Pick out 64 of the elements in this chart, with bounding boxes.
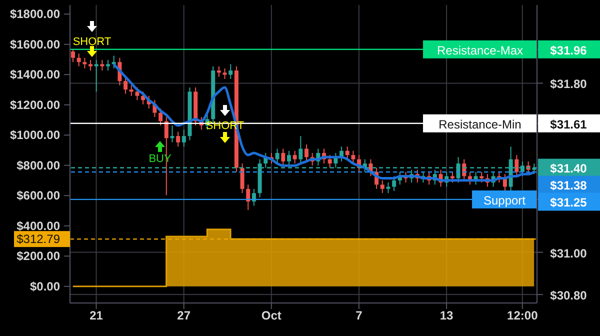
candlestick (345, 146, 350, 160)
candlestick (281, 148, 286, 166)
x-tick-label: Oct (261, 308, 282, 323)
candlestick (135, 86, 140, 101)
candlestick (228, 64, 233, 80)
candlestick (216, 66, 221, 78)
candlestick (246, 184, 250, 211)
ref-line-label: $31.40 (550, 162, 588, 176)
candlestick (514, 154, 519, 177)
candlestick (71, 48, 75, 63)
x-tick-label: 12:00 (507, 308, 538, 323)
ref-line-label: $31.38 (550, 178, 588, 193)
candlestick (304, 144, 308, 162)
candlestick (176, 131, 180, 148)
y-tick-label: $200.00 (16, 249, 60, 264)
candlestick (94, 59, 98, 92)
candlestick (240, 163, 244, 194)
candlestick (292, 150, 297, 164)
candlestick (286, 150, 291, 166)
ref-line-label: Resistance-Max (436, 43, 524, 58)
y-tick-label: $400.00 (16, 218, 60, 233)
candlestick (328, 154, 332, 168)
x-tick-label: 27 (177, 308, 191, 323)
y2-tick-label: $31.25 (550, 196, 588, 210)
y2-tick-label: $31.96 (550, 43, 588, 58)
candlestick (106, 59, 110, 72)
candlestick (298, 136, 303, 164)
candlestick (182, 129, 186, 148)
y-tick-label: $800.00 (16, 158, 60, 172)
candlestick (351, 150, 356, 164)
candlestick (88, 59, 93, 72)
y-tick-label: $600.00 (16, 188, 60, 203)
y2-tick-label: $31.80 (550, 77, 588, 92)
y2-tick-label: $31.61 (550, 117, 588, 132)
ref-line-label: Resistance-Min (438, 117, 522, 132)
y-tick-label: $1200.00 (10, 98, 60, 112)
candlestick (158, 108, 163, 126)
candlestick (129, 84, 134, 96)
candlestick (82, 57, 87, 69)
y-tick-label: $1600.00 (10, 37, 60, 52)
y-tick-label: $0.00 (30, 279, 60, 294)
candlestick (170, 124, 174, 143)
y-tick-label: $1400.00 (10, 68, 60, 82)
candlestick (100, 59, 104, 72)
candlestick (222, 68, 227, 80)
y2-tick-label: $31.00 (550, 246, 588, 260)
candlestick (76, 53, 81, 67)
x-tick-label: 7 (356, 308, 363, 323)
x-tick-label: 13 (440, 308, 454, 323)
ref-line-label: Support (483, 193, 526, 208)
candlestick (124, 76, 128, 94)
candlestick (392, 176, 396, 192)
annotation: SHORT (72, 36, 112, 48)
candlestick (502, 174, 507, 192)
candlestick (380, 180, 384, 194)
x-tick-label: 21 (90, 308, 104, 323)
y-tick-label: $1000.00 (10, 128, 60, 142)
candlestick (480, 171, 484, 184)
candlestick (275, 148, 280, 164)
y-tick-label: $312.79 (16, 232, 60, 246)
y2-tick-label: $30.80 (550, 288, 588, 303)
candlestick (450, 171, 454, 184)
candlestick (386, 182, 390, 194)
y-tick-label: $1800.00 (10, 7, 60, 22)
